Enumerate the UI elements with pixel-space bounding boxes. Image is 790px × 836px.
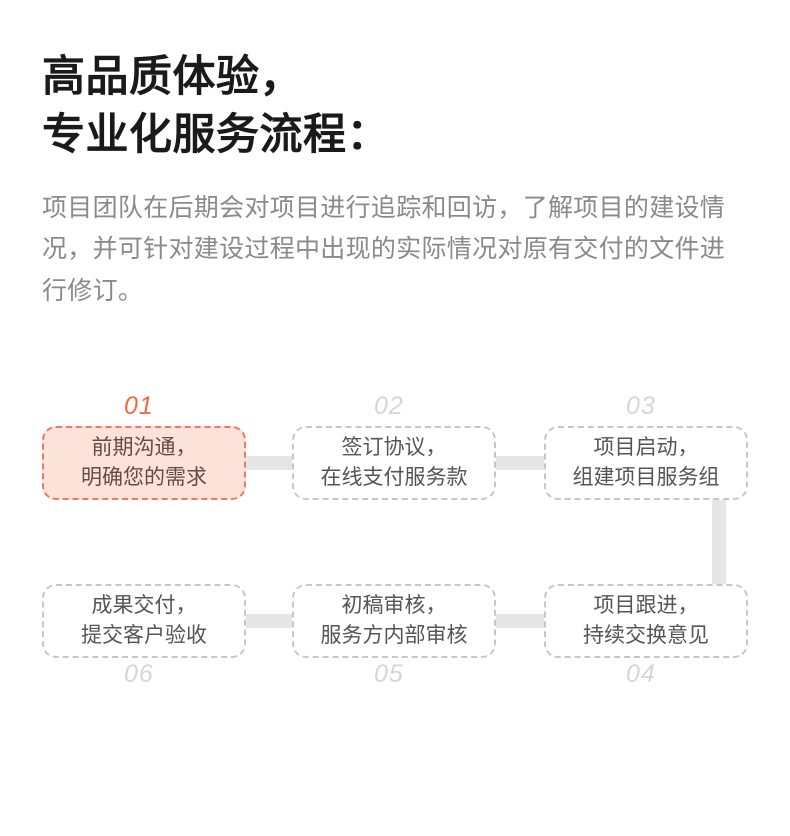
step-label-03: 项目启动，组建项目服务组 xyxy=(573,433,720,492)
step-label-04: 项目跟进，持续交换意见 xyxy=(583,591,709,650)
step-number-04: 04 xyxy=(626,660,656,689)
page-title: 高品质体验， 专业化服务流程： xyxy=(42,48,748,164)
step-number-03: 03 xyxy=(626,392,656,421)
step-label-01: 前期沟通，明确您的需求 xyxy=(81,433,207,492)
connector-03-04 xyxy=(712,500,726,584)
step-box-02: 签订协议，在线支付服务款 xyxy=(292,426,496,500)
step-box-03: 项目启动，组建项目服务组 xyxy=(544,426,748,500)
connector-02-03 xyxy=(496,456,544,470)
step-label-02: 签订协议，在线支付服务款 xyxy=(321,433,468,492)
connector-01-02 xyxy=(246,456,292,470)
step-box-05: 初稿审核，服务方内部审核 xyxy=(292,584,496,658)
step-number-05: 05 xyxy=(374,660,404,689)
step-number-02: 02 xyxy=(374,392,404,421)
step-box-06: 成果交付，提交客户验收 xyxy=(42,584,246,658)
title-line-2: 专业化服务流程： xyxy=(42,111,390,159)
connector-04-05 xyxy=(496,614,544,628)
title-line-1: 高品质体验， xyxy=(42,53,303,101)
step-box-01: 前期沟通，明确您的需求 xyxy=(42,426,246,500)
step-label-06: 成果交付，提交客户验收 xyxy=(81,591,207,650)
step-box-04: 项目跟进，持续交换意见 xyxy=(544,584,748,658)
connector-05-06 xyxy=(246,614,292,628)
step-number-06: 06 xyxy=(124,660,154,689)
step-number-01: 01 xyxy=(124,392,154,421)
page-description: 项目团队在后期会对项目进行追踪和回访，了解项目的建设情况，并可针对建设过程中出现… xyxy=(42,188,748,312)
process-flow-diagram: 01 前期沟通，明确您的需求 02 签订协议，在线支付服务款 03 项目启动，组建项目服务… xyxy=(42,392,748,712)
step-label-05: 初稿审核，服务方内部审核 xyxy=(321,591,468,650)
